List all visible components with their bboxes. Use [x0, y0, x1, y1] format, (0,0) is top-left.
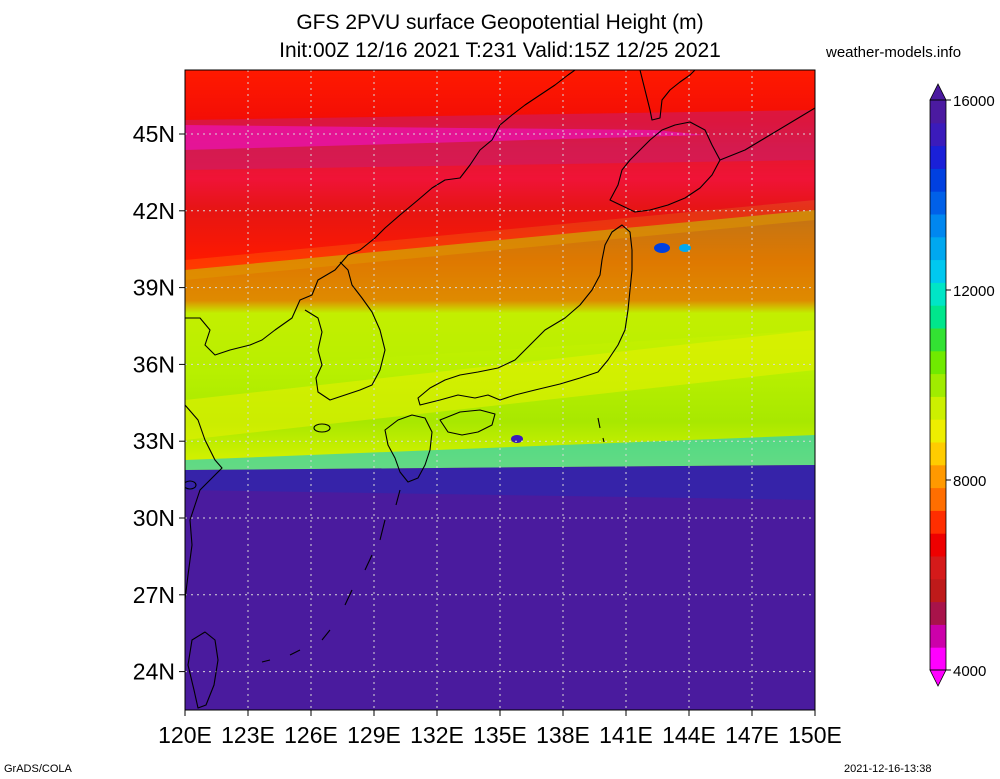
- colorbar-segment: [930, 373, 946, 397]
- colorbar-label: 12000: [953, 283, 995, 300]
- yellow-zone: [185, 330, 815, 440]
- map-frame: [185, 70, 815, 710]
- axis-ticks: [179, 133, 816, 716]
- tick-label-lon: 132E: [410, 722, 464, 748]
- colorbar-label: 4000: [953, 663, 986, 680]
- colorbar-segment: [930, 100, 946, 124]
- coastline-shikoku: [439, 409, 496, 436]
- tick-label-lat: 42N: [133, 198, 175, 224]
- tick-label-lat: 27N: [133, 582, 175, 608]
- colorbar-segment: [930, 647, 946, 671]
- islands-izu: [597, 417, 605, 443]
- colorbar-segment: [930, 624, 946, 648]
- coastline-korea: [304, 261, 386, 401]
- colorbar-labels: 16000 12000 8000 4000: [946, 93, 995, 680]
- colorbar-label: 8000: [953, 473, 986, 490]
- colorbar-label: 16000: [953, 93, 995, 110]
- colorbar-segment: [930, 122, 946, 147]
- tick-label-lat: 36N: [133, 351, 175, 377]
- source-credit: weather-models.info: [826, 44, 962, 61]
- colorbar-bottom-arrow: [929, 669, 947, 687]
- blue-edge: [185, 465, 815, 500]
- eddy-blue: [654, 243, 670, 253]
- colorbar-segment: [930, 556, 946, 580]
- island-jeju: [313, 423, 331, 433]
- colorbar-segment: [930, 578, 946, 603]
- chart-title: GFS 2PVU surface Geopotential Height (m): [296, 11, 704, 34]
- colorbar-segment: [930, 191, 946, 215]
- colorbar-segment: [930, 305, 946, 329]
- cyan-zone: [185, 435, 815, 470]
- magenta-core: [185, 125, 705, 150]
- tick-label-lat: 30N: [133, 505, 175, 531]
- coastline-kurils: [719, 107, 815, 161]
- colorbar-segment: [930, 328, 946, 352]
- tick-label-lon: 147E: [725, 722, 779, 748]
- eddy-cyan: [679, 244, 691, 252]
- coastline-honshu: [417, 224, 633, 406]
- gridlines: [185, 70, 815, 710]
- colorbar-segment: [930, 487, 946, 511]
- tick-label-lon: 141E: [599, 722, 653, 748]
- colorbar-segment: [930, 282, 946, 306]
- tick-label-lon: 123E: [221, 722, 275, 748]
- longitude-labels: 120E 123E 126E 129E 132E 135E 138E 141E 144E 147E…: [158, 722, 842, 748]
- coastline-taiwan: [187, 631, 219, 709]
- colorbar-segment: [930, 396, 946, 420]
- footer-timestamp: 2021-12-16-13:38: [844, 763, 932, 775]
- tick-label-lon: 144E: [662, 722, 716, 748]
- colorbar-segment: [930, 350, 946, 375]
- tick-label-lon: 138E: [536, 722, 590, 748]
- chart-subtitle: Init:00Z 12/16 2021 T:231 Valid:15Z 12/2…: [279, 39, 721, 62]
- eddy-purple: [511, 435, 523, 443]
- coastline-south-china: [185, 404, 223, 601]
- tick-label-lon: 120E: [158, 722, 212, 748]
- tick-label-lat: 24N: [133, 659, 175, 685]
- colorbar-segment: [930, 236, 946, 261]
- tick-label-lon: 135E: [473, 722, 527, 748]
- tick-label-lat: 45N: [133, 121, 175, 147]
- coastline-sakhalin: [639, 70, 696, 121]
- colorbar-segment: [930, 533, 946, 557]
- colorbar-segment: [930, 510, 946, 534]
- latitude-labels: 45N 42N 39N 36N 33N 30N 27N 24N: [133, 121, 175, 685]
- colorbar-top-arrow: [929, 83, 947, 101]
- colorbar: [929, 83, 947, 687]
- tick-label-lon: 150E: [788, 722, 842, 748]
- colorbar-segment: [930, 419, 946, 443]
- colorbar-segment: [930, 145, 946, 169]
- coastline-kyushu: [384, 414, 433, 483]
- coastlines: [185, 70, 815, 709]
- tick-label-lon: 129E: [347, 722, 401, 748]
- colorbar-border: [929, 99, 947, 671]
- coastline-mainland: [185, 70, 576, 356]
- colorbar-segment: [930, 259, 946, 283]
- islands-ryukyu: [261, 489, 401, 663]
- colorbar-segment: [930, 601, 946, 625]
- colorbar-segment: [930, 214, 946, 238]
- software-credit: GrADS/COLA: [4, 763, 72, 775]
- tick-label-lat: 39N: [133, 275, 175, 301]
- colorbar-segment: [930, 442, 946, 466]
- colorbar-segment: [930, 464, 946, 489]
- tick-label-lon: 126E: [284, 722, 338, 748]
- coastline-hokkaido: [609, 121, 721, 213]
- tick-label-lat: 33N: [133, 428, 175, 454]
- colorbar-segment: [930, 168, 946, 192]
- island-chongming: [185, 480, 197, 490]
